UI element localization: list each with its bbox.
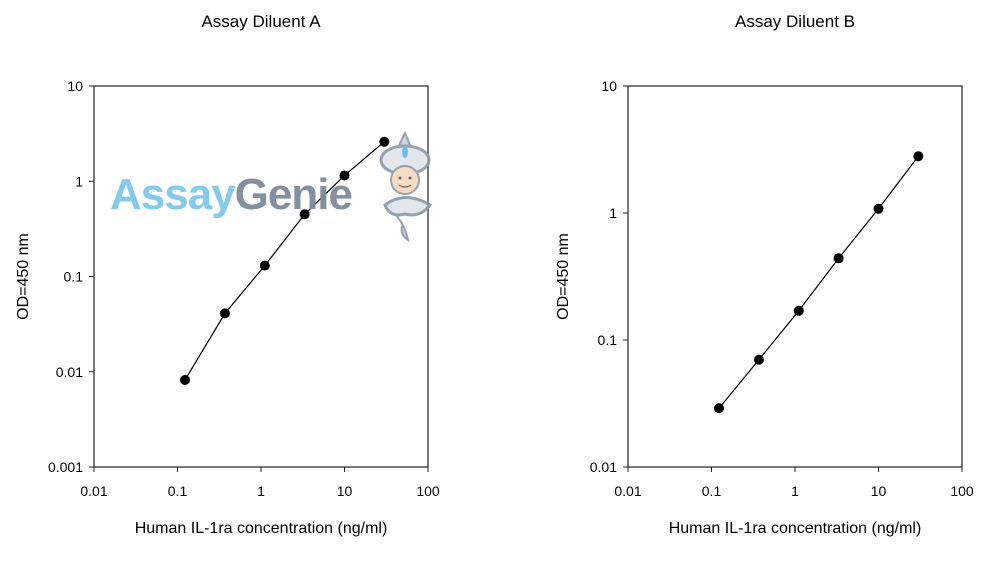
- watermark-genie: Genie: [234, 170, 353, 219]
- chart-title: Assay Diluent A: [201, 12, 321, 31]
- x-tick-label: 10: [871, 483, 887, 499]
- data-point: [753, 354, 764, 365]
- x-tick-label: 0.1: [168, 483, 188, 499]
- data-point: [259, 260, 270, 271]
- x-tick-label: 100: [950, 483, 974, 499]
- x-tick-label: 1: [791, 483, 799, 499]
- series-line: [184, 141, 385, 381]
- data-point: [219, 308, 230, 319]
- y-tick-label: 10: [601, 78, 617, 94]
- data-point: [833, 253, 844, 264]
- y-axis-label: OD=450 nm: [15, 233, 32, 320]
- x-tick-label: 10: [337, 483, 353, 499]
- x-tick-label: 100: [416, 483, 440, 499]
- data-point: [873, 203, 884, 214]
- data-point: [913, 151, 924, 162]
- y-tick-label: 0.1: [598, 332, 618, 348]
- data-point: [180, 374, 191, 385]
- x-tick-label: 1: [257, 483, 265, 499]
- x-tick-label: 0.01: [80, 483, 107, 499]
- y-tick-label: 0.1: [64, 269, 84, 285]
- y-tick-label: 0.01: [590, 459, 617, 475]
- assaygenie-watermark: AssayGenie: [110, 170, 353, 220]
- data-point: [793, 305, 804, 316]
- series-line: [718, 155, 919, 409]
- data-point: [714, 403, 725, 414]
- y-tick-label: 10: [67, 78, 83, 94]
- plot-frame: [93, 85, 429, 468]
- y-tick-label: 0.01: [56, 364, 83, 380]
- y-tick-label: 1: [609, 205, 617, 221]
- x-axis-label: Human IL-1ra concentration (ng/ml): [669, 520, 922, 537]
- watermark-assay: Assay: [110, 170, 236, 219]
- data-point: [379, 136, 390, 147]
- data-point: [339, 170, 350, 181]
- plot-frame: [627, 85, 963, 468]
- y-axis-label: OD=450 nm: [555, 233, 572, 320]
- data-point: [299, 209, 310, 220]
- y-tick-label: 0.001: [48, 459, 83, 475]
- chart-title: Assay Diluent B: [735, 12, 855, 31]
- x-tick-label: 0.1: [702, 483, 722, 499]
- x-axis-label: Human IL-1ra concentration (ng/ml): [135, 520, 388, 537]
- x-tick-label: 0.01: [614, 483, 641, 499]
- y-tick-label: 1: [75, 173, 83, 189]
